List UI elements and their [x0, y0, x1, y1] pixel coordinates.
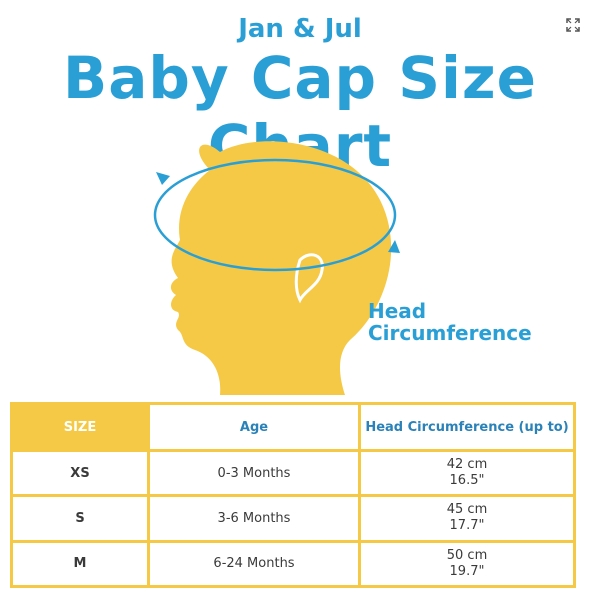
age-cell: 0-3 Months — [147, 448, 361, 498]
header-size: SIZE — [10, 402, 150, 452]
table-row: M 6-24 Months 50 cm 19.7" — [10, 539, 576, 589]
circumference-cell: 45 cm 17.7" — [358, 494, 576, 543]
header-head-circumference: Head Circumference (up to) — [358, 402, 576, 452]
header-age: Age — [147, 402, 361, 452]
baby-head-illustration — [153, 141, 400, 395]
size-cell: XS — [10, 448, 150, 498]
baby-head-icon — [170, 141, 392, 395]
table-row: S 3-6 Months 45 cm 17.7" — [10, 494, 576, 543]
circumference-arrow-icon — [153, 158, 397, 272]
table-header-row: SIZE Age Head Circumference (up to) — [10, 402, 576, 452]
expand-icon[interactable] — [566, 18, 580, 32]
head-circumference-label: Head Circumference — [368, 299, 532, 345]
age-cell: 6-24 Months — [147, 539, 361, 589]
size-cell: S — [10, 494, 150, 543]
brand-name: Jan & Jul — [238, 14, 362, 44]
age-cell: 3-6 Months — [147, 494, 361, 543]
circumference-cell: 42 cm 16.5" — [358, 448, 576, 498]
size-table: SIZE Age Head Circumference (up to) XS 0… — [10, 402, 576, 589]
table-row: XS 0-3 Months 42 cm 16.5" — [10, 448, 576, 498]
circumference-cell: 50 cm 19.7" — [358, 539, 576, 589]
size-cell: M — [10, 539, 150, 589]
ear-icon — [294, 253, 324, 304]
